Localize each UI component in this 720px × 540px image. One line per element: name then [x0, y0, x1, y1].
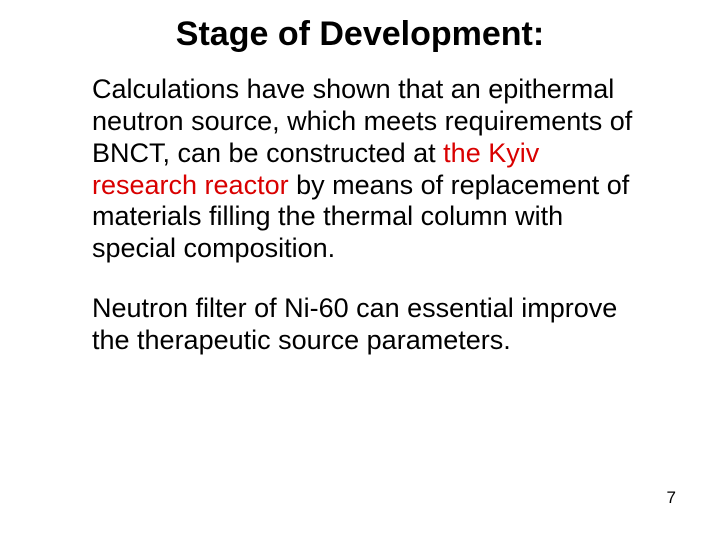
slide: Stage of Development: Calculations have …: [0, 0, 720, 540]
paragraph-2: Neutron filter of Ni-60 can essential im…: [92, 293, 640, 357]
para1-text-before: Calculations have shown that an epitherm…: [92, 74, 632, 168]
page-number: 7: [667, 488, 676, 508]
paragraph-1: Calculations have shown that an epitherm…: [92, 74, 640, 265]
slide-body: Calculations have shown that an epitherm…: [92, 74, 640, 357]
slide-title: Stage of Development:: [0, 16, 720, 53]
